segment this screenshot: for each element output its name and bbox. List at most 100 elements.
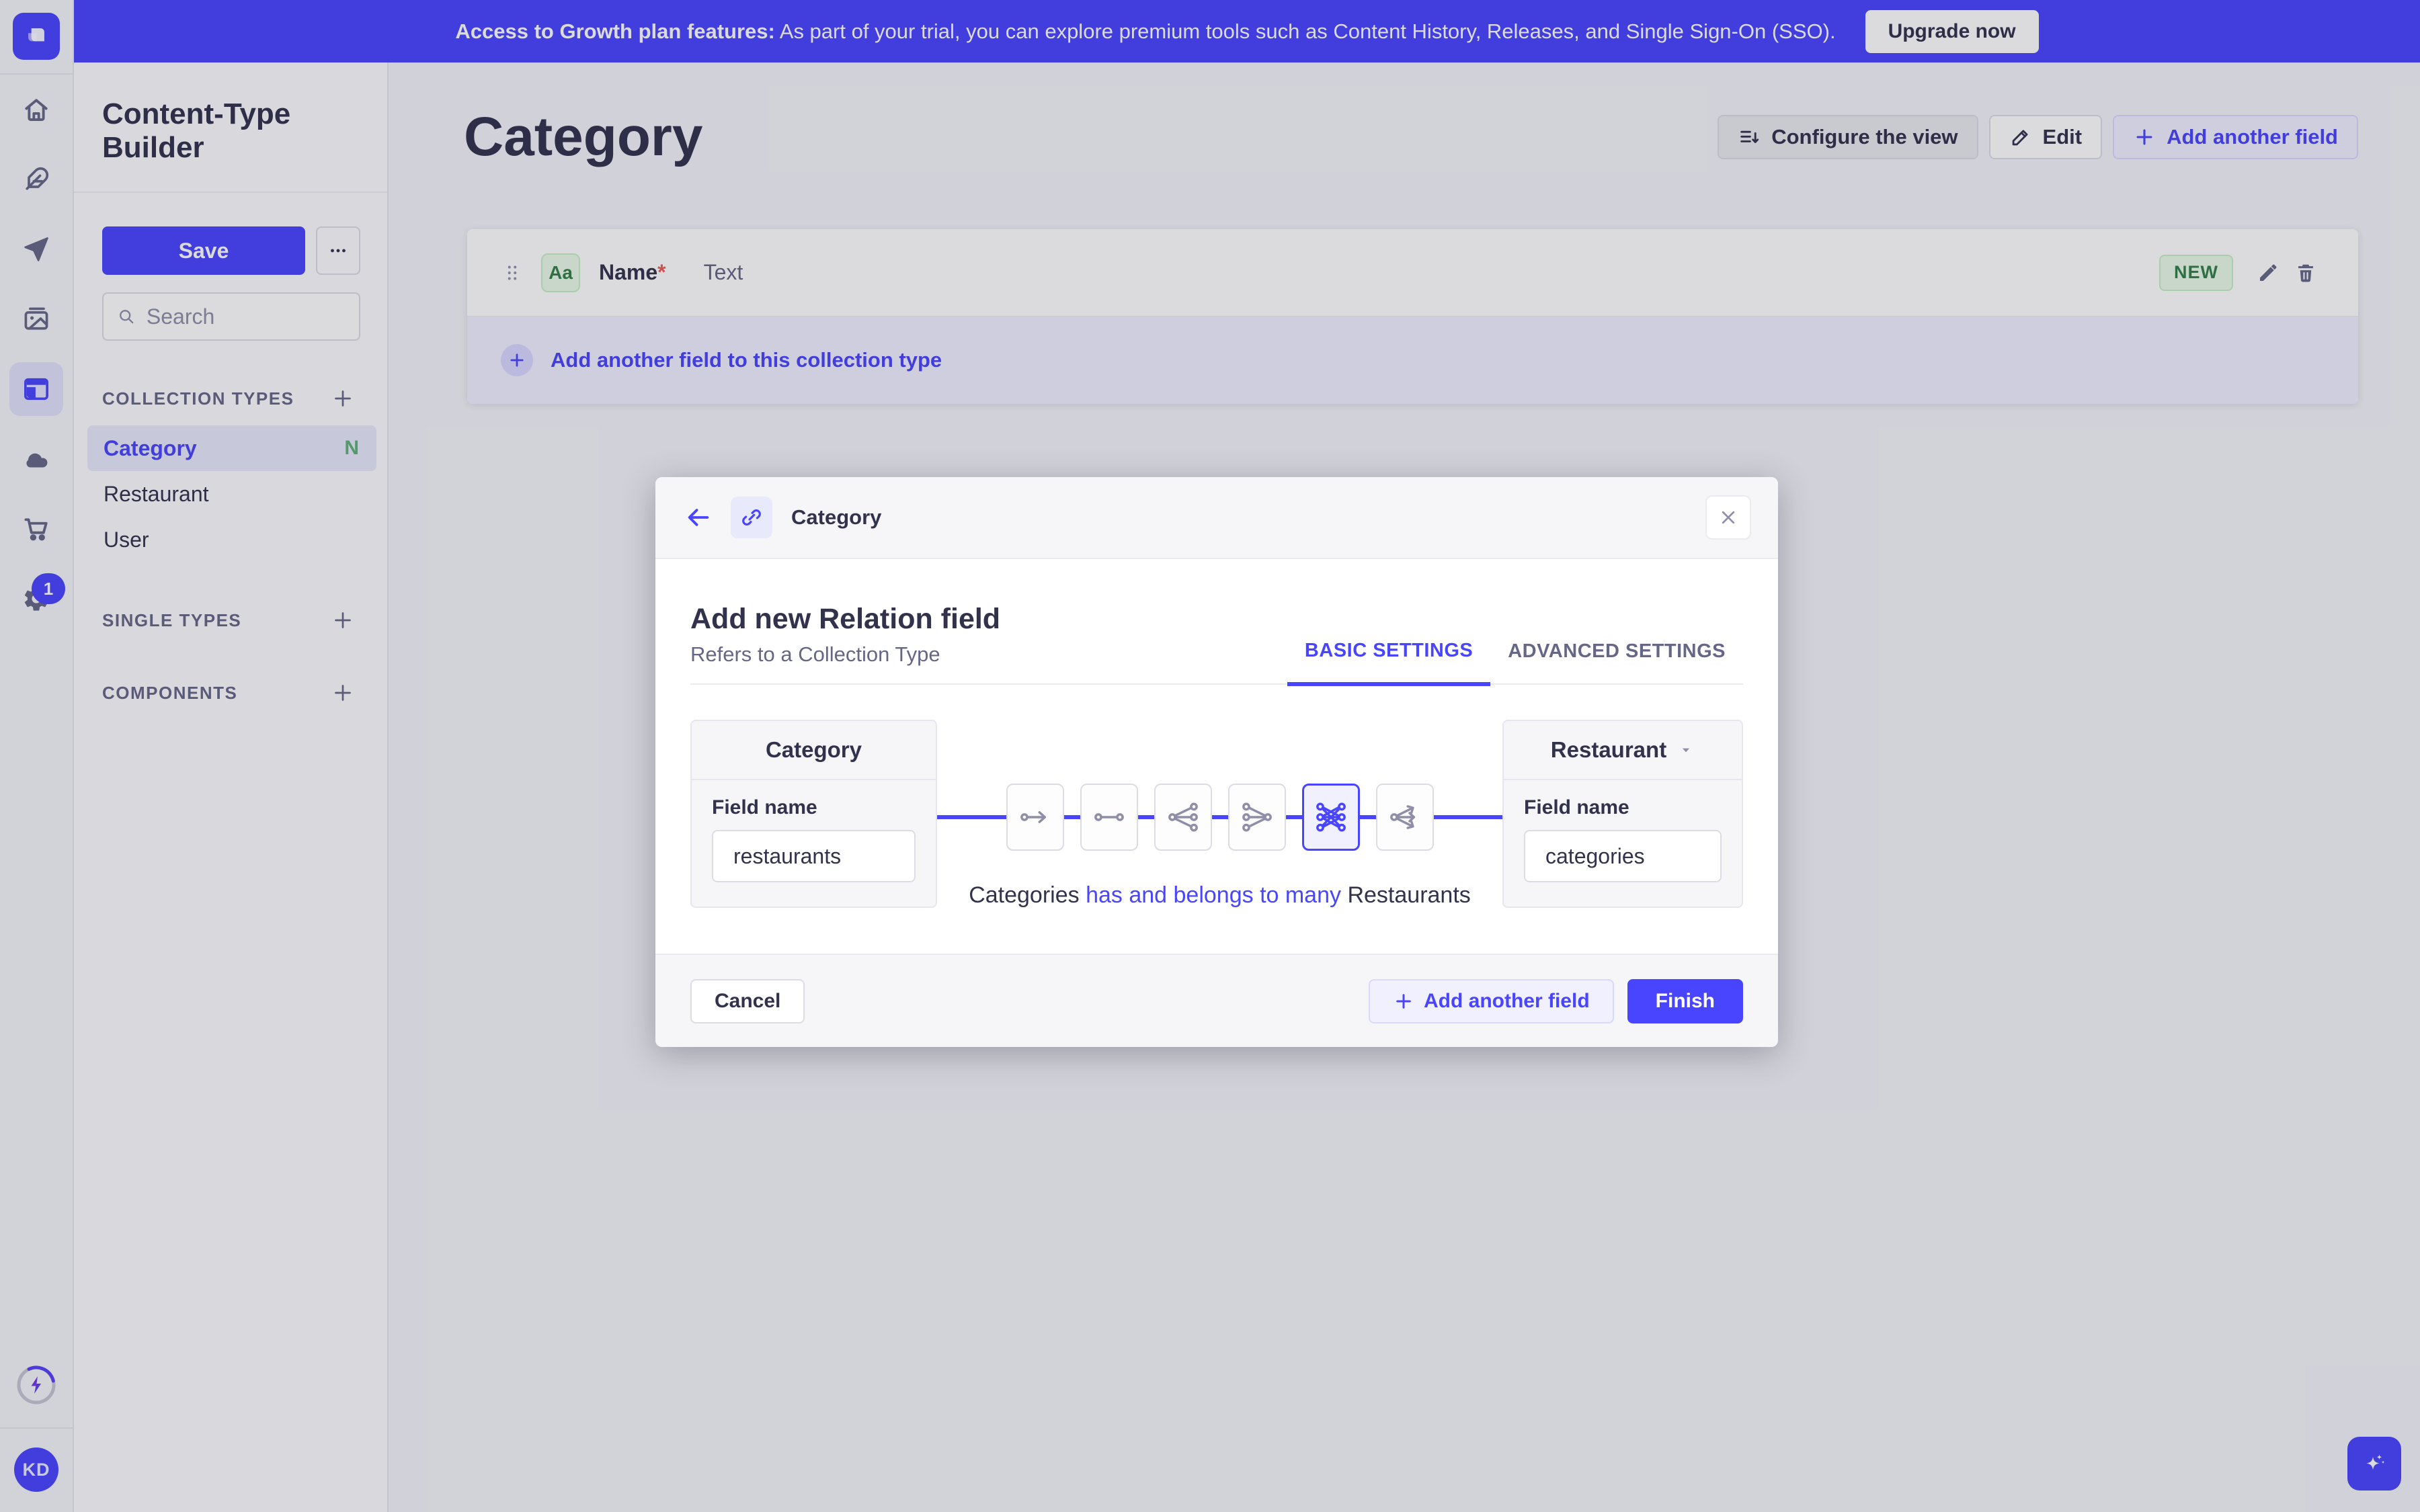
add-single-type-button[interactable] (328, 605, 358, 635)
target-field-name-input[interactable] (1524, 830, 1722, 882)
upgrade-now-button[interactable]: Upgrade now (1865, 9, 2039, 53)
one-to-one-icon (1094, 813, 1124, 821)
edit-button[interactable]: Edit (1988, 115, 2103, 159)
relation-one-way-button[interactable] (1006, 784, 1064, 851)
search-input[interactable] (146, 304, 346, 329)
relation-one-to-many-button[interactable] (1154, 784, 1212, 851)
source-field-name-input[interactable] (712, 830, 916, 882)
modal-header: Category (655, 477, 1778, 559)
relation-many-to-many-button[interactable] (1301, 784, 1360, 851)
modal-breadcrumb: Category (791, 505, 882, 529)
plus-icon (335, 685, 351, 701)
more-options-button[interactable] (316, 226, 360, 275)
tab-basic-settings[interactable]: BASIC SETTINGS (1287, 640, 1491, 686)
new-item-badge: N (344, 437, 359, 459)
collection-types-section: COLLECTION TYPES Category N Restaurant U… (74, 384, 387, 562)
rail-divider (0, 73, 73, 75)
cloud-icon (26, 453, 48, 468)
nav-rail: 1 KD (0, 0, 74, 1512)
one-way-icon (1020, 811, 1046, 823)
drag-handle-icon[interactable] (501, 261, 524, 284)
close-modal-button[interactable] (1705, 495, 1751, 540)
modal-add-another-field-button[interactable]: Add another field (1368, 978, 1614, 1023)
configure-view-button[interactable]: Configure the view (1718, 115, 1978, 159)
source-type-box: Category Field name (690, 720, 937, 908)
content-header: Category Configure the view Edit Add (464, 106, 2358, 169)
add-row-label: Add another field to this collection typ… (551, 348, 942, 372)
lightning-progress-icon (17, 1366, 56, 1404)
plus-icon (1396, 993, 1411, 1009)
trial-banner-message: Access to Growth plan features: As part … (455, 19, 1836, 43)
finish-button[interactable]: Finish (1627, 978, 1743, 1023)
plus-icon (335, 390, 351, 407)
one-to-many-icon (1168, 802, 1198, 832)
trial-banner: Access to Growth plan features: As part … (74, 0, 2420, 62)
relation-type-buttons (937, 784, 1502, 851)
sidebar-item-content-type-builder[interactable] (0, 354, 73, 424)
sparkle-icon (2366, 1454, 2385, 1470)
subnav-divider (74, 192, 387, 193)
sidebar-item-releases[interactable] (0, 214, 73, 284)
modal-intro: Add new Relation field Refers to a Colle… (690, 602, 1743, 686)
plus-icon (335, 612, 351, 628)
cancel-button[interactable]: Cancel (690, 978, 805, 1023)
edit-field-button[interactable] (2249, 254, 2287, 292)
delete-field-button[interactable] (2287, 254, 2325, 292)
sidebar-item-marketplace[interactable] (0, 494, 73, 564)
single-types-section: SINGLE TYPES (74, 605, 387, 635)
target-type-dropdown[interactable]: Restaurant (1504, 721, 1742, 780)
required-marker: * (657, 260, 666, 284)
plugin-title: Content-Type Builder (102, 97, 291, 164)
relation-many-to-one-button[interactable] (1227, 784, 1286, 851)
back-button[interactable] (685, 504, 712, 531)
add-collection-type-button[interactable] (328, 384, 358, 413)
sidebar-item-media-library[interactable] (0, 284, 73, 354)
content-type-builder-icon (24, 378, 48, 401)
ai-assistant-button[interactable] (2347, 1437, 2401, 1490)
relation-one-to-one-button[interactable] (1080, 784, 1138, 851)
target-field-label: Field name (1524, 796, 1629, 818)
sidebar-item-category[interactable]: Category N (87, 425, 376, 471)
search-field (102, 292, 360, 341)
field-type: Text (703, 260, 743, 284)
sidebar-item-restaurant[interactable]: Restaurant (87, 471, 376, 517)
settings-notification-badge: 1 (32, 573, 65, 604)
link-icon (742, 509, 761, 526)
header-actions: Configure the view Edit Add another fiel… (1718, 115, 2358, 159)
plus-circle-icon (501, 344, 533, 376)
strapi-logo[interactable] (13, 13, 60, 60)
drag-dots-icon (508, 265, 517, 280)
relation-picker: Category Field name (690, 720, 1743, 908)
modal-add-field-label: Add another field (1423, 989, 1590, 1012)
media-library-icon (24, 307, 48, 330)
add-field-row[interactable]: Add another field to this collection typ… (467, 317, 2358, 404)
source-type-title: Category (692, 721, 936, 780)
text-field-type-icon: Aa (541, 253, 580, 292)
strapi-logo-icon (28, 28, 44, 42)
add-component-button[interactable] (328, 678, 358, 708)
modal-body: Add new Relation field Refers to a Colle… (655, 559, 1778, 954)
arrow-left-icon (688, 509, 709, 526)
add-relation-modal: Category Add new Relation field Refers t… (655, 477, 1778, 1047)
many-to-one-icon (1242, 802, 1272, 832)
trash-icon (2298, 264, 2313, 282)
relation-many-way-button[interactable] (1375, 784, 1434, 851)
chevron-down-icon (1682, 748, 1690, 753)
feather-icon (26, 167, 49, 190)
list-settings-icon (1740, 130, 1759, 143)
tab-advanced-settings[interactable]: ADVANCED SETTINGS (1490, 640, 1743, 683)
field-name: Name* (599, 260, 666, 284)
add-another-field-button[interactable]: Add another field (2113, 115, 2358, 159)
search-icon (120, 310, 134, 324)
sidebar-item-deploy[interactable] (0, 424, 73, 494)
sidebar-item-settings[interactable]: 1 (0, 564, 73, 634)
plus-icon (510, 353, 524, 367)
sidebar-item-user[interactable]: User (87, 517, 376, 562)
close-icon (1722, 511, 1735, 524)
sidebar-item-content-manager[interactable] (0, 144, 73, 214)
sidebar-item-home[interactable] (0, 75, 73, 144)
user-avatar[interactable]: KD (14, 1447, 58, 1492)
trial-progress-button[interactable] (15, 1363, 58, 1409)
save-button[interactable]: Save (102, 226, 305, 275)
modal-title: Add new Relation field (690, 603, 1001, 635)
